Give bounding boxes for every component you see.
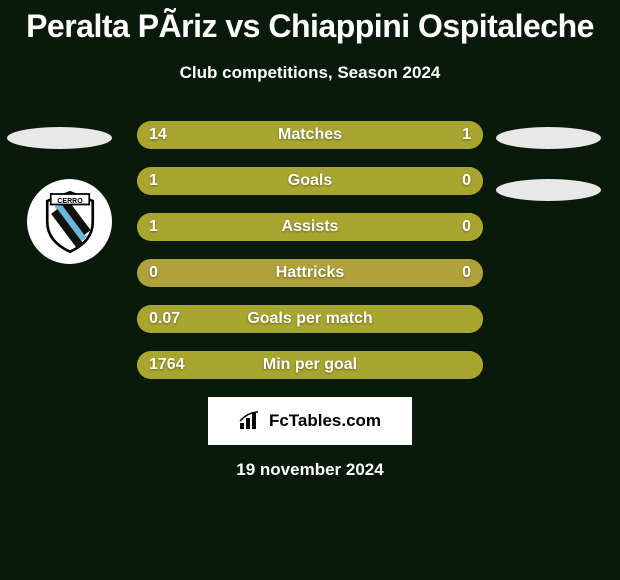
footer-date: 19 november 2024 bbox=[0, 460, 620, 480]
stat-row: Goals1 0 bbox=[0, 167, 620, 195]
stat-value-left: 1 bbox=[149, 213, 158, 241]
stat-label: Matches bbox=[137, 121, 483, 149]
branding-text: FcTables.com bbox=[269, 411, 381, 431]
stat-value-right: 0 bbox=[462, 167, 471, 195]
page-title: Peralta PÃriz vs Chiappini Ospitaleche bbox=[0, 0, 620, 45]
stat-label: Goals per match bbox=[137, 305, 483, 333]
branding-box: FcTables.com bbox=[208, 397, 412, 445]
stat-row: Goals per match0.07 bbox=[0, 305, 620, 333]
stat-value-left: 1 bbox=[149, 167, 158, 195]
stat-label: Assists bbox=[137, 213, 483, 241]
stat-value-left: 14 bbox=[149, 121, 167, 149]
stat-bar: Min per goal1764 bbox=[137, 351, 483, 379]
stats-area: Matches141Goals10Assists10Hattricks00Goa… bbox=[0, 121, 620, 379]
stat-row: Matches14 1 bbox=[0, 121, 620, 149]
stat-bar: Assists1 0 bbox=[137, 213, 483, 241]
stat-bar: Hattricks0 0 bbox=[137, 259, 483, 287]
chart-bars-icon bbox=[239, 411, 263, 431]
stat-bar: Matches14 1 bbox=[137, 121, 483, 149]
stat-bar: Goals1 0 bbox=[137, 167, 483, 195]
stat-bar: Goals per match0.07 bbox=[137, 305, 483, 333]
stat-row: Assists1 0 bbox=[0, 213, 620, 241]
stat-value-left: 0 bbox=[149, 259, 158, 287]
stat-value-right: 0 bbox=[462, 259, 471, 287]
stat-row: Hattricks0 0 bbox=[0, 259, 620, 287]
stat-value-right: 0 bbox=[462, 213, 471, 241]
stat-value-right: 1 bbox=[462, 121, 471, 149]
stat-row: Min per goal1764 bbox=[0, 351, 620, 379]
stat-label: Hattricks bbox=[137, 259, 483, 287]
stat-label: Min per goal bbox=[137, 351, 483, 379]
stat-label: Goals bbox=[137, 167, 483, 195]
stat-value-left: 0.07 bbox=[149, 305, 180, 333]
page-subtitle: Club competitions, Season 2024 bbox=[0, 63, 620, 83]
stat-value-left: 1764 bbox=[149, 351, 185, 379]
